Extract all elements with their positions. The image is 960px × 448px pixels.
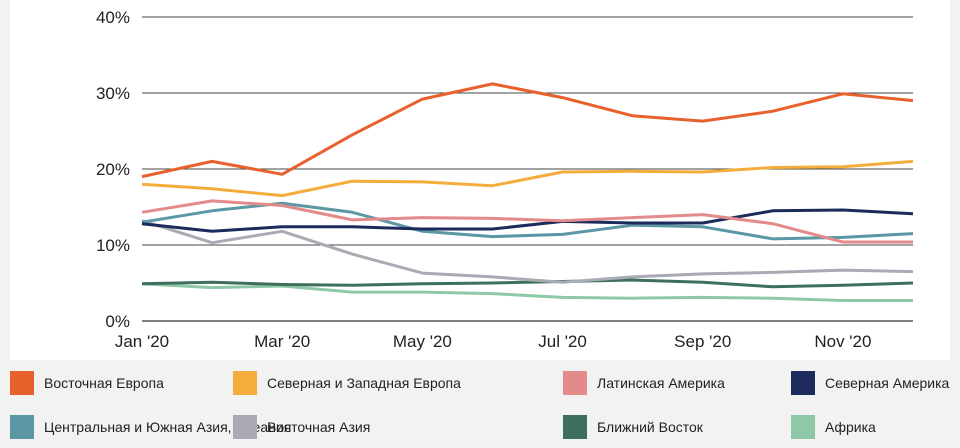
- series-line: [141, 159, 914, 198]
- x-tick-label: Jul '20: [538, 332, 587, 351]
- legend-label: Ближний Восток: [597, 419, 703, 435]
- series-line: [141, 208, 914, 233]
- legend-label: Латинская Америка: [597, 375, 725, 391]
- series-lines: [141, 82, 914, 302]
- x-tick-label: May '20: [393, 332, 452, 351]
- legend-swatch: [791, 371, 815, 395]
- legend-swatch: [10, 415, 34, 439]
- legend-item: Ближний Восток: [563, 415, 703, 439]
- line-chart: 0% 10% 20% 30% 40% Jan '20 Mar '20 May '20 Jul …: [96, 8, 914, 351]
- x-tick-label: Mar '20: [254, 332, 310, 351]
- legend-swatch: [791, 415, 815, 439]
- legend: Восточная Европа Северная и Западная Евро…: [0, 366, 960, 448]
- gridlines: [142, 16, 913, 322]
- x-tick-label: Jan '20: [115, 332, 169, 351]
- x-tick-label: Nov '20: [814, 332, 871, 351]
- series-line: [141, 278, 914, 289]
- legend-swatch: [563, 371, 587, 395]
- legend-item: Северная Америка: [791, 371, 949, 395]
- legend-label: Восточная Азия: [267, 419, 371, 435]
- legend-swatch: [563, 415, 587, 439]
- x-axis-ticks: Jan '20 Mar '20 May '20 Jul '20 Sep '20 Nov '…: [115, 332, 872, 351]
- series-line: [141, 219, 914, 284]
- legend-label: Африка: [825, 419, 876, 435]
- chart-area: 0% 10% 20% 30% 40% Jan '20 Mar '20 May '20 Jul …: [10, 0, 950, 360]
- legend-item: Восточная Европа: [10, 371, 164, 395]
- y-tick-label: 40%: [96, 8, 130, 27]
- legend-item: Восточная Азия: [233, 415, 370, 439]
- y-tick-label: 0%: [105, 312, 130, 331]
- series-line: [141, 282, 913, 302]
- legend-item: Латинская Америка: [563, 371, 725, 395]
- y-tick-label: 20%: [96, 160, 130, 179]
- legend-item: Центральная и Южная Азия, Океания: [10, 415, 291, 439]
- legend-label: Центральная и Южная Азия, Океания: [44, 419, 292, 435]
- legend-label: Северная и Западная Европа: [267, 375, 461, 391]
- legend-swatch: [10, 371, 34, 395]
- legend-item: Северная и Западная Европа: [233, 371, 461, 395]
- legend-label: Северная Америка: [825, 375, 950, 391]
- legend-swatch: [233, 415, 257, 439]
- y-tick-label: 10%: [96, 236, 130, 255]
- series-line: [141, 82, 914, 179]
- y-tick-label: 30%: [96, 84, 130, 103]
- legend-item: Африка: [791, 415, 876, 439]
- y-axis-ticks: 0% 10% 20% 30% 40%: [96, 8, 130, 331]
- x-tick-label: Sep '20: [674, 332, 731, 351]
- series-line: [141, 199, 913, 244]
- legend-swatch: [233, 371, 257, 395]
- legend-label: Восточная Европа: [44, 375, 164, 391]
